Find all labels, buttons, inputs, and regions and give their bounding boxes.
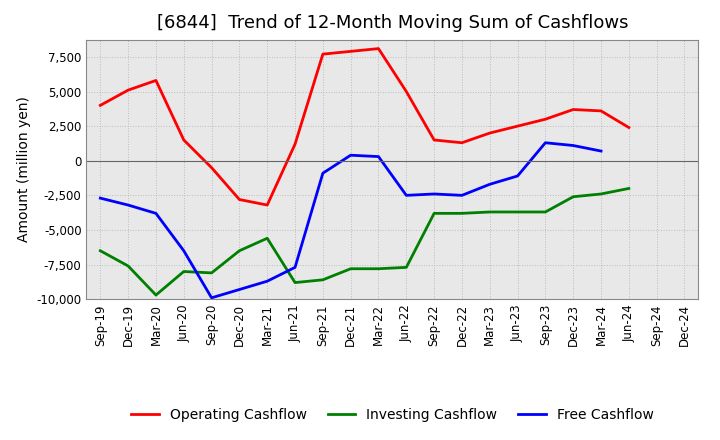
Operating Cashflow — [541, 117, 550, 122]
Line: Operating Cashflow: Operating Cashflow — [100, 48, 629, 205]
Investing Cashflow — [124, 263, 132, 268]
Investing Cashflow — [430, 211, 438, 216]
Operating Cashflow — [624, 125, 633, 130]
Operating Cashflow — [374, 46, 383, 51]
Investing Cashflow — [458, 211, 467, 216]
Investing Cashflow — [624, 186, 633, 191]
Free Cashflow — [430, 191, 438, 197]
Investing Cashflow — [402, 265, 410, 270]
Free Cashflow — [235, 287, 243, 292]
Free Cashflow — [458, 193, 467, 198]
Operating Cashflow — [458, 140, 467, 145]
Free Cashflow — [569, 143, 577, 148]
Free Cashflow — [318, 171, 327, 176]
Investing Cashflow — [541, 209, 550, 215]
Investing Cashflow — [485, 209, 494, 215]
Operating Cashflow — [513, 124, 522, 129]
Line: Free Cashflow: Free Cashflow — [100, 143, 601, 298]
Free Cashflow — [179, 248, 188, 253]
Free Cashflow — [291, 265, 300, 270]
Operating Cashflow — [346, 49, 355, 54]
Investing Cashflow — [291, 280, 300, 285]
Operating Cashflow — [96, 103, 104, 108]
Operating Cashflow — [152, 78, 161, 83]
Free Cashflow — [96, 195, 104, 201]
Investing Cashflow — [346, 266, 355, 271]
Investing Cashflow — [207, 270, 216, 275]
Investing Cashflow — [513, 209, 522, 215]
Investing Cashflow — [569, 194, 577, 199]
Free Cashflow — [374, 154, 383, 159]
Operating Cashflow — [263, 202, 271, 208]
Operating Cashflow — [291, 142, 300, 147]
Investing Cashflow — [235, 248, 243, 253]
Operating Cashflow — [207, 165, 216, 170]
Operating Cashflow — [485, 130, 494, 136]
Free Cashflow — [485, 182, 494, 187]
Investing Cashflow — [263, 236, 271, 241]
Operating Cashflow — [402, 89, 410, 94]
Operating Cashflow — [124, 88, 132, 93]
Operating Cashflow — [597, 108, 606, 114]
Investing Cashflow — [597, 191, 606, 197]
Free Cashflow — [513, 173, 522, 179]
Investing Cashflow — [152, 293, 161, 298]
Title: [6844]  Trend of 12-Month Moving Sum of Cashflows: [6844] Trend of 12-Month Moving Sum of C… — [157, 15, 628, 33]
Operating Cashflow — [430, 137, 438, 143]
Y-axis label: Amount (million yen): Amount (million yen) — [17, 96, 31, 242]
Free Cashflow — [152, 211, 161, 216]
Operating Cashflow — [179, 137, 188, 143]
Legend: Operating Cashflow, Investing Cashflow, Free Cashflow: Operating Cashflow, Investing Cashflow, … — [125, 402, 660, 427]
Free Cashflow — [207, 295, 216, 301]
Free Cashflow — [263, 279, 271, 284]
Line: Investing Cashflow: Investing Cashflow — [100, 188, 629, 295]
Operating Cashflow — [235, 197, 243, 202]
Investing Cashflow — [96, 248, 104, 253]
Operating Cashflow — [569, 107, 577, 112]
Free Cashflow — [346, 153, 355, 158]
Free Cashflow — [541, 140, 550, 145]
Operating Cashflow — [318, 51, 327, 57]
Free Cashflow — [597, 148, 606, 154]
Investing Cashflow — [374, 266, 383, 271]
Free Cashflow — [402, 193, 410, 198]
Investing Cashflow — [318, 277, 327, 282]
Investing Cashflow — [179, 269, 188, 274]
Free Cashflow — [124, 202, 132, 208]
